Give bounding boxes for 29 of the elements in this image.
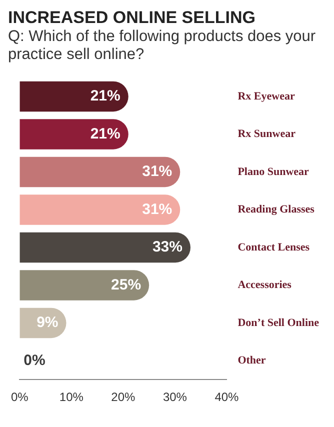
data-label: 33% xyxy=(152,238,182,256)
y-tick-label: Plano Sunwear xyxy=(238,166,310,178)
bar xyxy=(20,194,180,225)
bar xyxy=(20,81,128,112)
y-tick-label: Don’t Sell Online xyxy=(238,316,320,329)
x-tick-label: 0% xyxy=(11,390,29,404)
x-tick-label: 20% xyxy=(111,390,136,404)
bar xyxy=(20,232,190,263)
bar xyxy=(20,270,150,300)
data-label: 25% xyxy=(111,276,142,294)
y-tick-label: Rx Eyewear xyxy=(238,90,295,102)
y-tick-label: Reading Glasses xyxy=(238,204,316,216)
data-label: 31% xyxy=(142,200,172,218)
y-tick-label: Accessories xyxy=(238,279,292,292)
chart-subtitle: Q: Which of the following products does your practice sell online? xyxy=(8,28,317,64)
data-label: 0% xyxy=(24,352,46,369)
x-tick-label: 10% xyxy=(59,390,84,404)
data-label: 9% xyxy=(36,314,58,332)
y-tick-label: Contact Lenses xyxy=(238,241,310,254)
bar xyxy=(20,156,180,188)
data-label: 31% xyxy=(142,163,172,180)
y-tick-label: Other xyxy=(238,354,266,367)
x-tick-label: 40% xyxy=(214,390,240,404)
y-tick-label: Rx Sunwear xyxy=(238,128,296,140)
data-label: 21% xyxy=(90,125,120,142)
x-tick-label: 30% xyxy=(162,390,188,404)
data-label: 21% xyxy=(90,88,120,105)
chart-title: INCREASED ONLINE SELLING xyxy=(8,8,256,28)
bar xyxy=(20,119,128,150)
